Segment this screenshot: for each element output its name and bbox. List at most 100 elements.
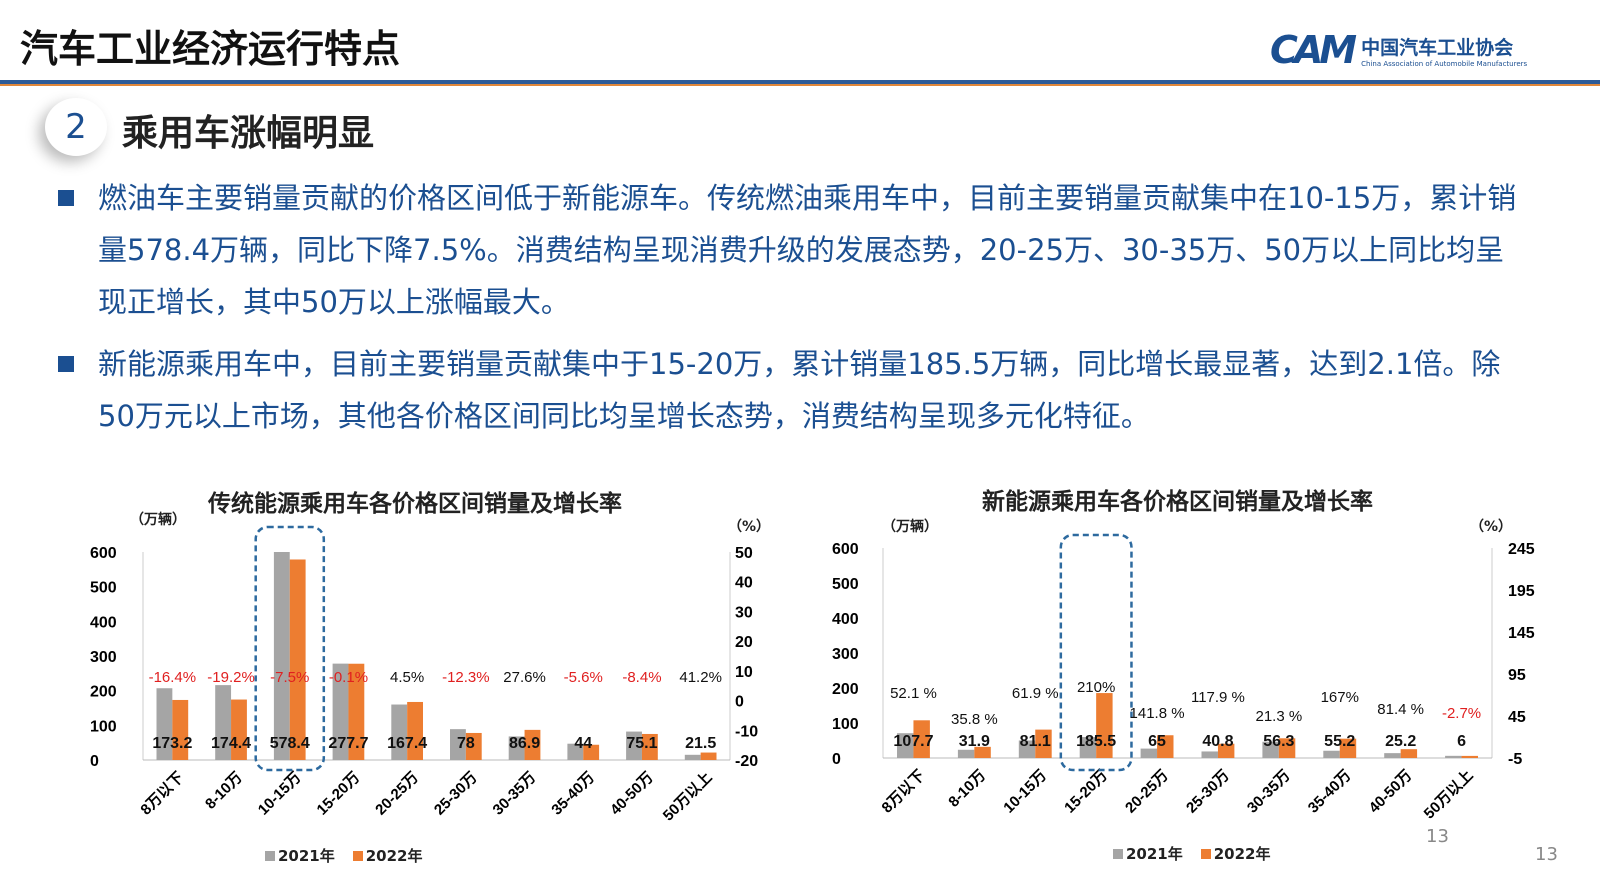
- growth-label: -8.4%: [622, 669, 661, 686]
- x-tick-label: 30-35万: [490, 769, 540, 819]
- y-tick-label: 600: [832, 541, 859, 558]
- y-tick-label: 100: [832, 716, 859, 733]
- value-label: 173.2: [152, 735, 192, 752]
- growth-label: 27.6%: [503, 669, 546, 686]
- chart2-legend: 2021年 2022年: [1113, 843, 1271, 864]
- value-label: 578.4: [270, 735, 310, 752]
- legend-2021: 2021年: [1126, 845, 1183, 863]
- bar-2022: [348, 663, 365, 760]
- growth-label: 81.4 %: [1377, 701, 1424, 718]
- x-tick-label: 35-40万: [1305, 767, 1355, 817]
- y2-tick-label: 40: [735, 575, 753, 592]
- x-tick-label: 20-25万: [372, 769, 422, 819]
- bar-2022: [1035, 729, 1052, 758]
- y-tick-label: 500: [90, 580, 117, 597]
- chart1-title: 传统能源乘用车各价格区间销量及增长率: [208, 491, 622, 517]
- legend-2021: 2021年: [278, 847, 335, 865]
- x-tick-label: 8-10万: [202, 769, 246, 813]
- value-label: 78: [457, 735, 475, 752]
- value-label: 86.9: [509, 735, 540, 752]
- value-label: 6: [1457, 733, 1466, 750]
- x-tick-label: 25-30万: [1183, 767, 1233, 817]
- bar-2022: [407, 701, 423, 760]
- growth-label: 4.5%: [390, 669, 424, 686]
- x-tick-label: 35-40万: [548, 769, 598, 819]
- y2-tick-label: 45: [1508, 709, 1526, 726]
- value-label: 56.3: [1263, 733, 1294, 750]
- cam-logo: CAM 中国汽车工业协会 China Association of Automob…: [1270, 28, 1527, 72]
- y-tick-label: 400: [832, 611, 859, 628]
- value-label: 185.5: [1076, 733, 1116, 750]
- growth-label: 21.3 %: [1255, 708, 1302, 725]
- page-number-inner: 13: [1426, 826, 1449, 847]
- y2-tick-label: 50: [735, 545, 753, 562]
- bar-2022: [524, 729, 541, 760]
- x-tick-label: 50万以上: [1421, 767, 1477, 823]
- value-label: 55.2: [1324, 733, 1355, 750]
- bar-2021: [332, 663, 349, 760]
- x-tick-label: 8万以下: [137, 769, 187, 819]
- y-tick-label: 300: [832, 646, 859, 663]
- x-tick-label: 50万以上: [660, 769, 716, 825]
- bar-2022: [1461, 755, 1478, 758]
- bar-2022: [172, 699, 189, 760]
- bar-2022: [465, 732, 482, 760]
- y2-tick-label: 95: [1508, 667, 1526, 684]
- value-label: 21.5: [685, 735, 716, 752]
- header-rule-accent: [0, 84, 1600, 86]
- bar-2022: [1278, 738, 1296, 758]
- bar-2021: [1079, 737, 1097, 758]
- bar-2022: [641, 733, 658, 760]
- bar-2021: [215, 685, 232, 760]
- bullet-text-2: 新能源乘用车中，目前主要销量贡献集中于15-20万，累计销量185.5万辆，同比…: [98, 347, 1501, 433]
- bar-2021: [1445, 755, 1462, 758]
- y2-tick-label: 195: [1508, 583, 1535, 600]
- bar-2022: [1217, 743, 1235, 758]
- x-tick-label: 8万以下: [879, 767, 929, 817]
- bar-2021: [1140, 748, 1158, 758]
- y-tick-label: 500: [832, 576, 859, 593]
- x-tick-label: 40-50万: [1366, 767, 1416, 817]
- bar-2022: [1096, 693, 1113, 758]
- chart2-ylabel: （万辆）: [882, 519, 938, 535]
- value-label: 277.7: [328, 735, 368, 752]
- y-tick-label: 300: [90, 649, 117, 666]
- x-tick-label: 20-25万: [1122, 767, 1172, 817]
- value-label: 81.1: [1020, 733, 1051, 750]
- bar-2021: [626, 731, 642, 760]
- growth-label: 41.2%: [679, 669, 722, 686]
- bar-2021: [1018, 740, 1036, 758]
- growth-label: -5.6%: [564, 669, 603, 686]
- y-tick-label: 200: [90, 684, 117, 701]
- chart2-y2label: （%）: [1470, 519, 1513, 535]
- y-tick-label: 100: [90, 718, 117, 735]
- logo-mark: CAM: [1270, 28, 1357, 72]
- y-tick-label: 400: [90, 614, 117, 631]
- bar-2022: [1157, 735, 1174, 758]
- chart2-title: 新能源乘用车各价格区间销量及增长率: [982, 489, 1373, 515]
- x-tick-label: 25-30万: [431, 769, 481, 819]
- bar-2021: [508, 736, 525, 760]
- value-label: 40.8: [1202, 733, 1233, 750]
- growth-label: -2.7%: [1442, 705, 1481, 722]
- y2-tick-label: 0: [735, 694, 744, 711]
- logo-en: China Association of Automobile Manufact…: [1361, 59, 1528, 68]
- x-tick-label: 8-10万: [945, 767, 989, 811]
- bar-2021: [1323, 750, 1340, 758]
- section-title: 乘用车涨幅明显: [122, 113, 375, 154]
- value-label: 31.9: [959, 733, 990, 750]
- growth-label: -12.3%: [442, 669, 490, 686]
- chart1-ylabel: （万辆）: [130, 512, 186, 528]
- bar-2022: [583, 744, 600, 760]
- growth-label: -19.2%: [207, 669, 255, 686]
- bar-2021: [1201, 751, 1218, 758]
- y-tick-label: 0: [90, 753, 99, 770]
- chart1-legend: 2021年 2022年: [265, 845, 423, 866]
- value-label: 167.4: [387, 735, 427, 752]
- growth-label: 167%: [1321, 689, 1359, 706]
- bar-2022: [231, 699, 247, 760]
- y2-tick-label: -5: [1508, 751, 1522, 768]
- logo-cn: 中国汽车工业协会: [1361, 36, 1514, 59]
- y-tick-label: 600: [90, 545, 117, 562]
